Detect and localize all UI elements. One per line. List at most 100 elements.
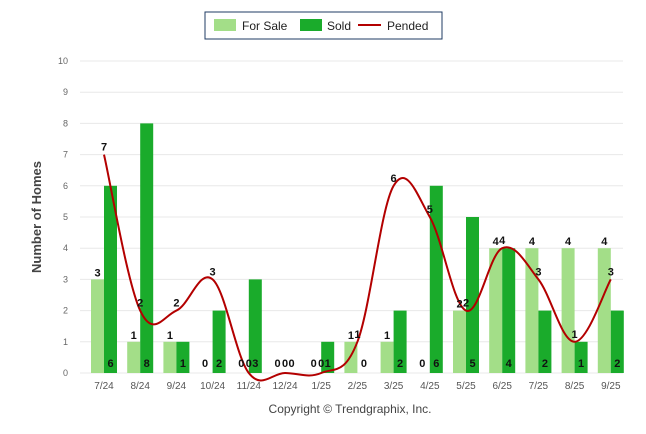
data-label-pended: 3 — [608, 266, 614, 278]
pended-line-layer — [103, 154, 612, 382]
y-tick-label: 1 — [63, 337, 68, 347]
x-tick-label: 5/25 — [456, 381, 476, 392]
bar-sold — [104, 185, 117, 373]
x-tick-label: 2/25 — [348, 381, 368, 392]
bar-sold — [574, 341, 588, 373]
data-label-pended: 0 — [282, 358, 288, 370]
x-tick-label: 7/25 — [529, 381, 549, 392]
data-label-sold: 8 — [144, 358, 150, 370]
bar-for-sale — [163, 341, 177, 373]
y-axis-label: Number of Homes — [29, 161, 44, 273]
data-label-for-sale: 1 — [131, 330, 137, 342]
data-label-for-sale: 1 — [348, 330, 354, 342]
x-tick-label: 9/24 — [167, 381, 187, 392]
data-label-for-sale: 0 — [238, 358, 244, 370]
data-label-sold: 2 — [216, 358, 222, 370]
legend-label-for-sale: For Sale — [242, 19, 288, 33]
x-tick-label: 4/25 — [420, 381, 440, 392]
bar-for-sale — [453, 310, 466, 373]
bars — [91, 123, 624, 374]
data-label-sold: 1 — [180, 358, 186, 370]
bar-sold — [610, 310, 624, 373]
data-label-pended: 7 — [101, 142, 107, 154]
legend-label-sold: Sold — [327, 19, 351, 33]
data-label-for-sale: 1 — [167, 330, 173, 342]
y-tick-label: 10 — [58, 56, 68, 66]
bar-for-sale — [489, 248, 503, 373]
y-tick-label: 5 — [63, 212, 68, 222]
data-label-pended: 0 — [246, 358, 252, 370]
x-tick-label: 3/25 — [384, 381, 404, 392]
x-tick-label: 11/24 — [237, 381, 262, 392]
data-label-sold: 1 — [578, 358, 584, 370]
x-tick-label: 7/24 — [94, 381, 114, 392]
y-tick-label: 9 — [63, 87, 68, 97]
bar-sold — [321, 341, 335, 373]
x-tick-label: 12/24 — [272, 381, 297, 392]
x-ticks: 7/24 8/24 9/24 10/24 11/24 12/24 1/25 2/25 3/25 4… — [94, 381, 621, 392]
bar-sold — [502, 248, 516, 373]
data-label-pended: 5 — [427, 204, 433, 216]
data-label-for-sale: 0 — [419, 358, 425, 370]
y-tick-label: 4 — [63, 243, 68, 253]
y-ticks: 0 1 2 3 4 5 6 7 8 9 10 — [58, 56, 68, 378]
data-label-pended: 1 — [572, 329, 578, 341]
bar-sold — [212, 310, 226, 373]
data-label-for-sale: 4 — [565, 236, 572, 248]
data-label-sold: 2 — [614, 358, 620, 370]
bar-sold — [393, 310, 407, 373]
data-label-pended: 0 — [318, 358, 324, 370]
legend-swatch-sold — [300, 19, 322, 31]
data-label-for-sale: 4 — [529, 236, 536, 248]
copyright-text: Copyright © Trendgraphix, Inc. — [269, 402, 432, 416]
bar-sold — [538, 310, 552, 373]
y-tick-label: 7 — [63, 150, 68, 160]
legend: For Sale Sold Pended — [204, 11, 443, 40]
bar-for-sale — [561, 248, 575, 373]
bar-sold — [176, 341, 190, 373]
bar-for-sale — [380, 341, 394, 373]
data-label-for-sale: 0 — [274, 358, 280, 370]
data-label-for-sale: 3 — [94, 267, 100, 279]
bar-sold — [140, 123, 154, 374]
data-label-sold: 2 — [542, 358, 548, 370]
data-label-for-sale: 0 — [311, 358, 317, 370]
data-label-pended: 2 — [463, 298, 469, 310]
data-label-sold: 4 — [506, 358, 513, 370]
bar-sold — [248, 279, 262, 373]
bar-sold — [429, 185, 443, 373]
legend-label-pended: Pended — [387, 19, 428, 33]
legend-swatch-for-sale — [214, 19, 236, 31]
data-label-sold: 5 — [469, 358, 475, 370]
data-label-sold: 1 — [325, 358, 331, 370]
data-label-pended: 1 — [354, 329, 360, 341]
data-label-pended: 6 — [391, 173, 397, 185]
y-tick-label: 0 — [63, 368, 68, 378]
bar-for-sale — [91, 279, 104, 373]
x-tick-label: 8/24 — [130, 381, 150, 392]
data-label-sold: 0 — [288, 358, 294, 370]
bar-for-sale — [597, 248, 611, 373]
data-label-for-sale: 2 — [456, 299, 462, 311]
data-label-for-sale: 4 — [601, 236, 608, 248]
bar-sold — [466, 217, 479, 373]
data-label-for-sale: 4 — [493, 236, 500, 248]
data-label-sold: 2 — [397, 358, 403, 370]
y-tick-label: 8 — [63, 118, 68, 128]
x-tick-label: 1/25 — [311, 381, 331, 392]
data-label-for-sale: 1 — [384, 330, 390, 342]
data-label-sold: 3 — [252, 358, 258, 370]
bar-for-sale — [525, 248, 539, 373]
data-label-for-sale: 0 — [202, 358, 208, 370]
x-tick-label: 6/25 — [492, 381, 512, 392]
pended-line — [103, 154, 612, 382]
y-tick-label: 3 — [63, 274, 68, 284]
data-label-sold: 0 — [361, 358, 367, 370]
x-tick-label: 8/25 — [565, 381, 585, 392]
legend-box — [204, 11, 443, 40]
data-label-pended: 3 — [210, 266, 216, 278]
data-label-pended: 2 — [173, 298, 179, 310]
x-tick-label: 10/24 — [200, 381, 225, 392]
